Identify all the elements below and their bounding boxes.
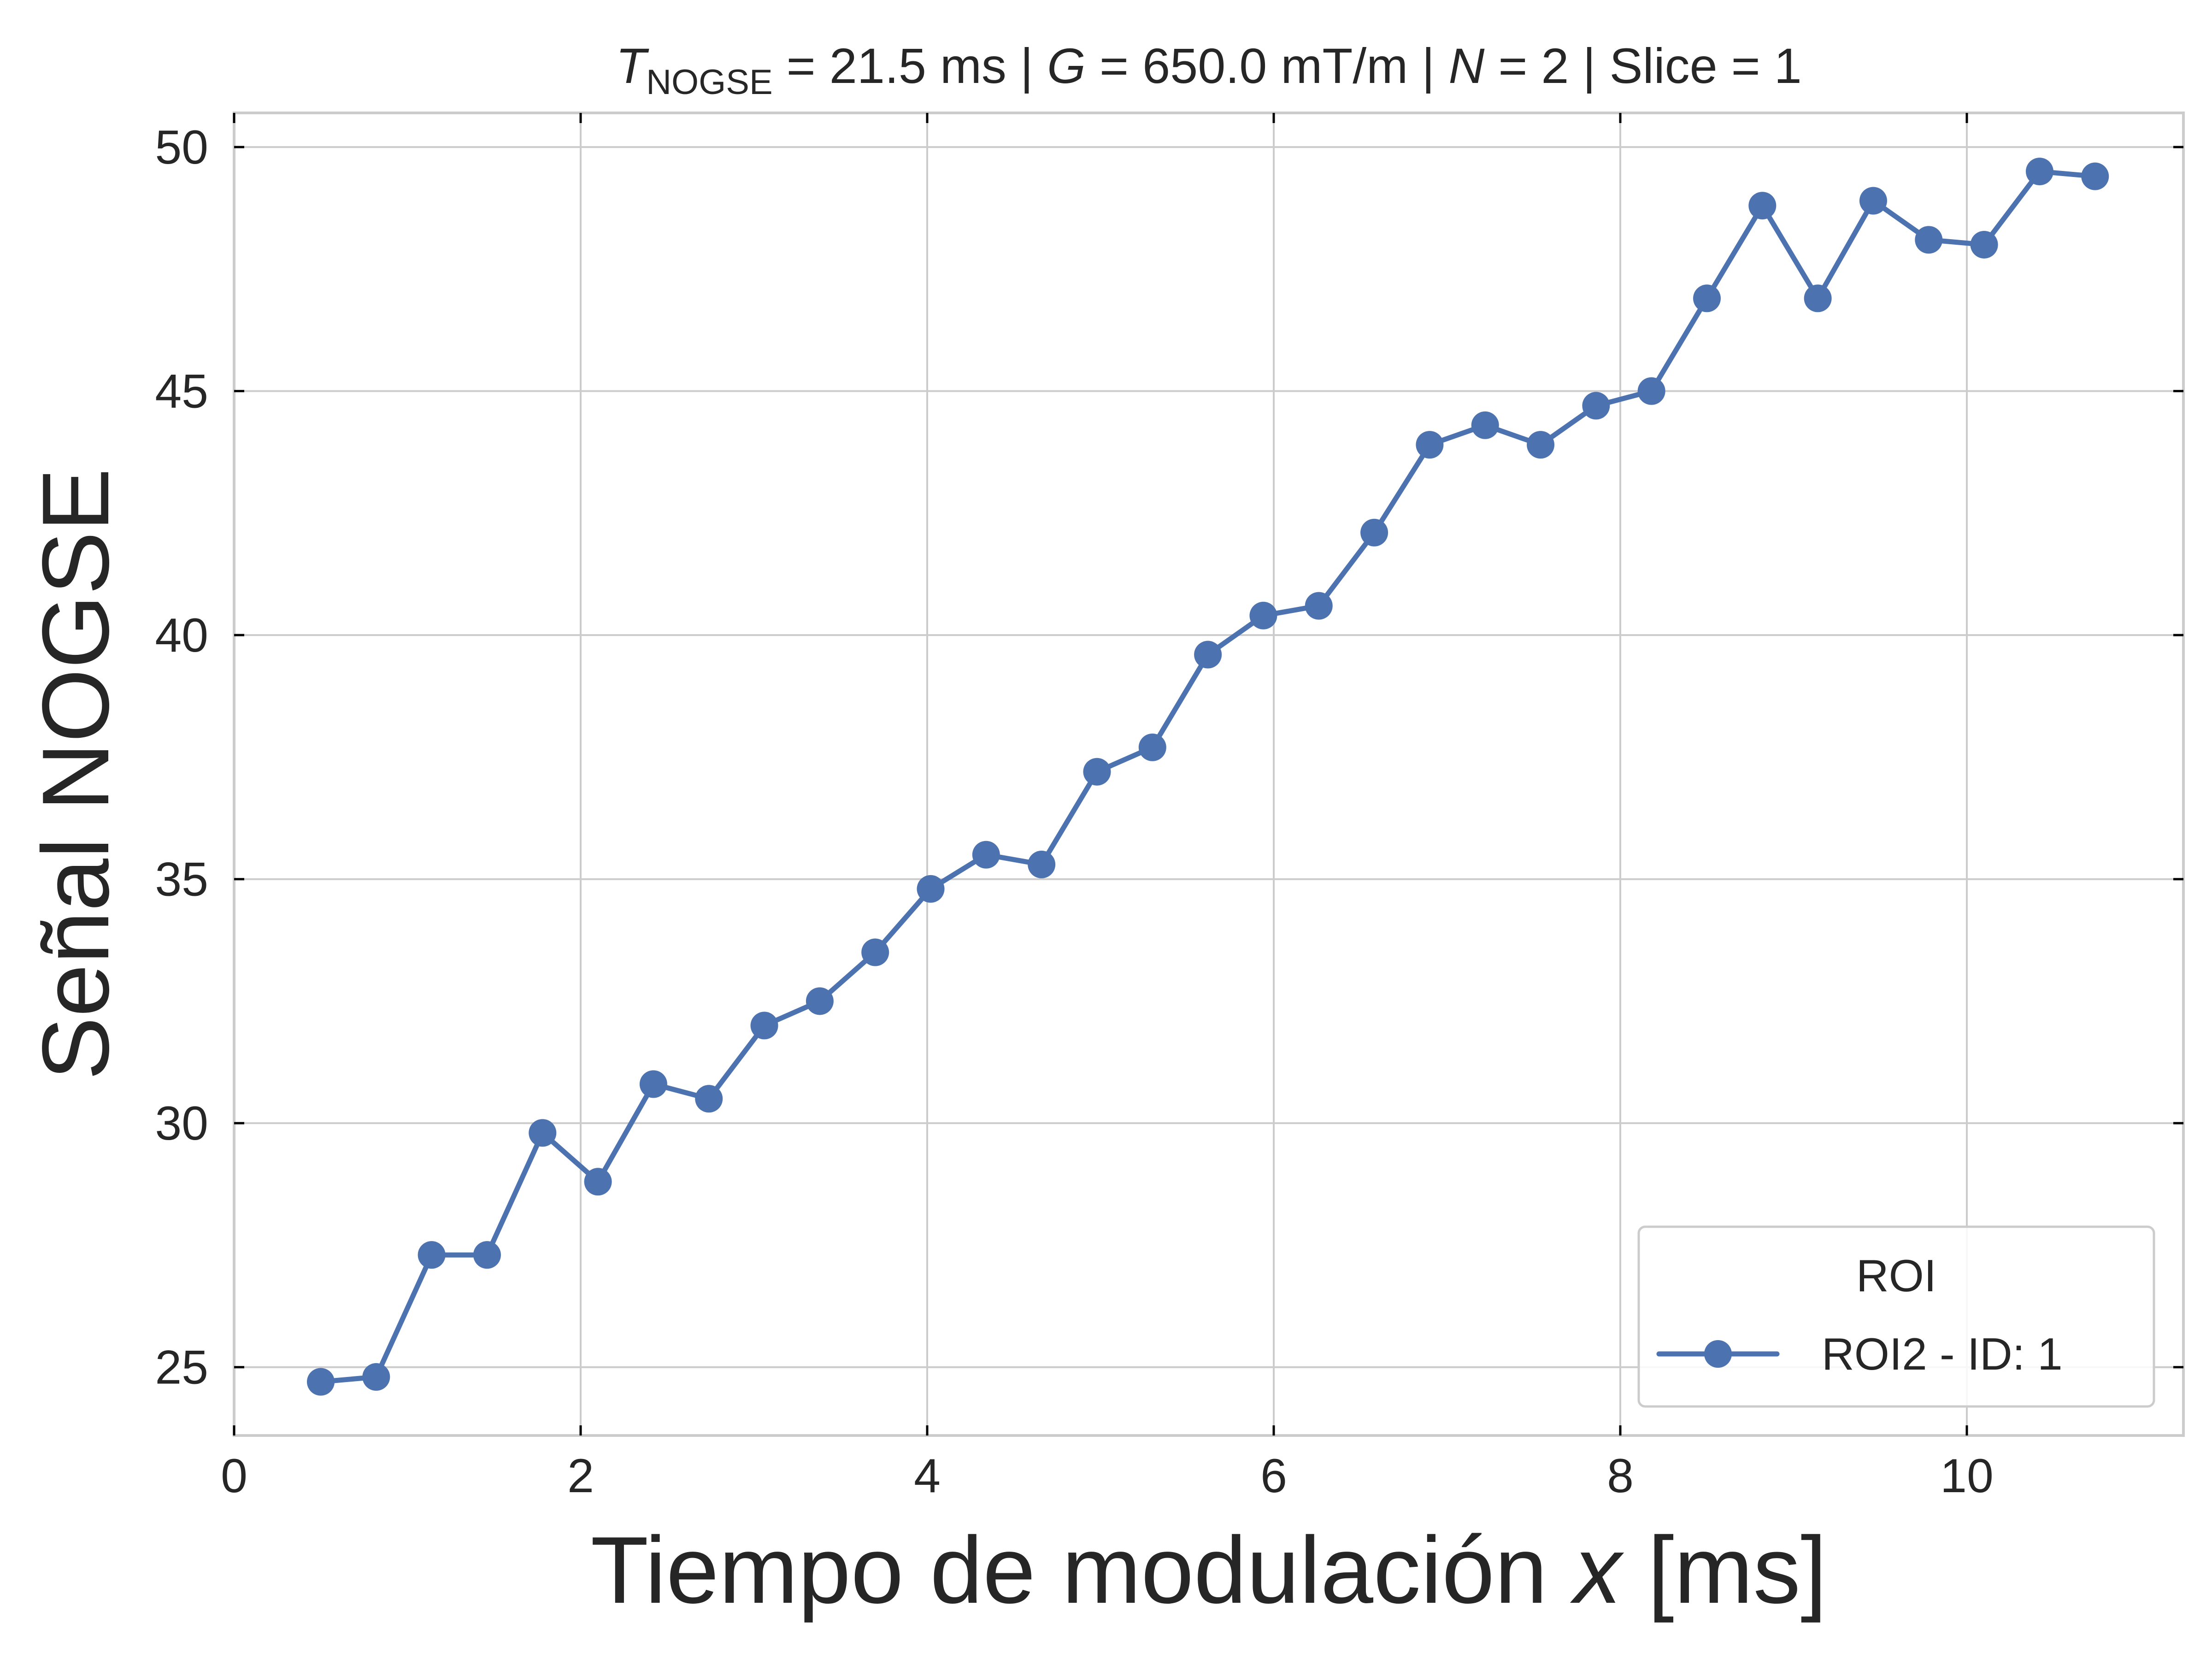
data-point [2025,158,2053,186]
data-point [584,1168,612,1196]
x-tick-label: 8 [1607,1449,1634,1503]
chart-title-part: T [616,38,649,94]
data-point [917,875,945,903]
chart-title: TNOGSE = 21.5 ms | G = 650.0 mT/m | N = … [616,38,1802,102]
plot-frame [233,112,2185,1437]
legend-entry-label: ROI2 - ID: 1 [1822,1329,2063,1379]
y-axis-label: Señal NOGSE [23,468,129,1080]
y-tick-label: 50 [155,121,208,174]
data-point [2081,162,2109,190]
series-layer [307,158,2109,1396]
legend: ROI ROI2 - ID: 1 [1637,1225,2155,1408]
x-axis-label-part: [ms] [1621,1517,1827,1623]
y-tick-label: 30 [155,1097,208,1150]
legend-title: ROI [1856,1250,1936,1301]
data-point [806,987,834,1015]
y-tick-label: 25 [155,1341,208,1394]
data-point [1083,758,1111,786]
data-point [1582,392,1610,420]
x-tick-label: 0 [221,1449,247,1503]
data-point [639,1070,667,1098]
data-point [1360,518,1388,547]
data-point [307,1368,335,1396]
legend-box [1637,1225,2155,1408]
data-point [1305,592,1333,620]
data-point [1637,377,1665,405]
chart-title-part: N [1448,38,1485,94]
x-tick-label: 6 [1260,1449,1287,1503]
data-point [1915,226,1943,254]
ticks [233,113,2183,1435]
data-point [1693,284,1721,312]
data-point [1471,411,1499,439]
data-point [362,1363,390,1391]
chart-title-part: = 2 | Slice = 1 [1484,38,1801,94]
data-point [861,938,889,966]
x-tick-label: 4 [914,1449,941,1503]
y-tick-label: 35 [155,853,208,906]
chart-title-part: = 650.0 mT/m | [1086,38,1448,94]
x-tick-label: 2 [567,1449,594,1503]
data-point [529,1119,557,1147]
data-point [1138,733,1166,761]
data-point [695,1085,723,1113]
data-point [1804,284,1832,312]
data-point [1249,601,1277,629]
labels: 0 2 4 6 8 10 25 30 35 40 45 50 TNOGSE = 21.5 ms | G … [23,38,1994,1623]
legend-marker [1704,1340,1732,1368]
data-point [1416,431,1444,459]
data-point [972,841,1000,869]
chart-title-part: G [1047,38,1086,94]
data-point [473,1241,501,1269]
data-point [1748,192,1777,220]
y-tick-label: 45 [155,365,208,418]
chart-title-part: = 21.5 ms | [773,38,1047,94]
y-tick-label: 40 [155,609,208,662]
data-point [1859,187,1887,215]
data-point [1028,850,1056,878]
data-point [750,1012,778,1040]
x-axis-label-part: Tiempo de modulación [591,1517,1574,1623]
x-axis-label: Tiempo de modulación x [ms] [591,1517,1827,1623]
data-point [1194,641,1222,669]
data-point [1970,230,1998,259]
data-point [418,1241,446,1269]
x-tick-label: 10 [1940,1449,1994,1503]
data-point [1527,431,1555,459]
chart-title-part: NOGSE [646,63,773,102]
x-axis-label-part: x [1570,1517,1624,1623]
grid [233,113,2183,1435]
